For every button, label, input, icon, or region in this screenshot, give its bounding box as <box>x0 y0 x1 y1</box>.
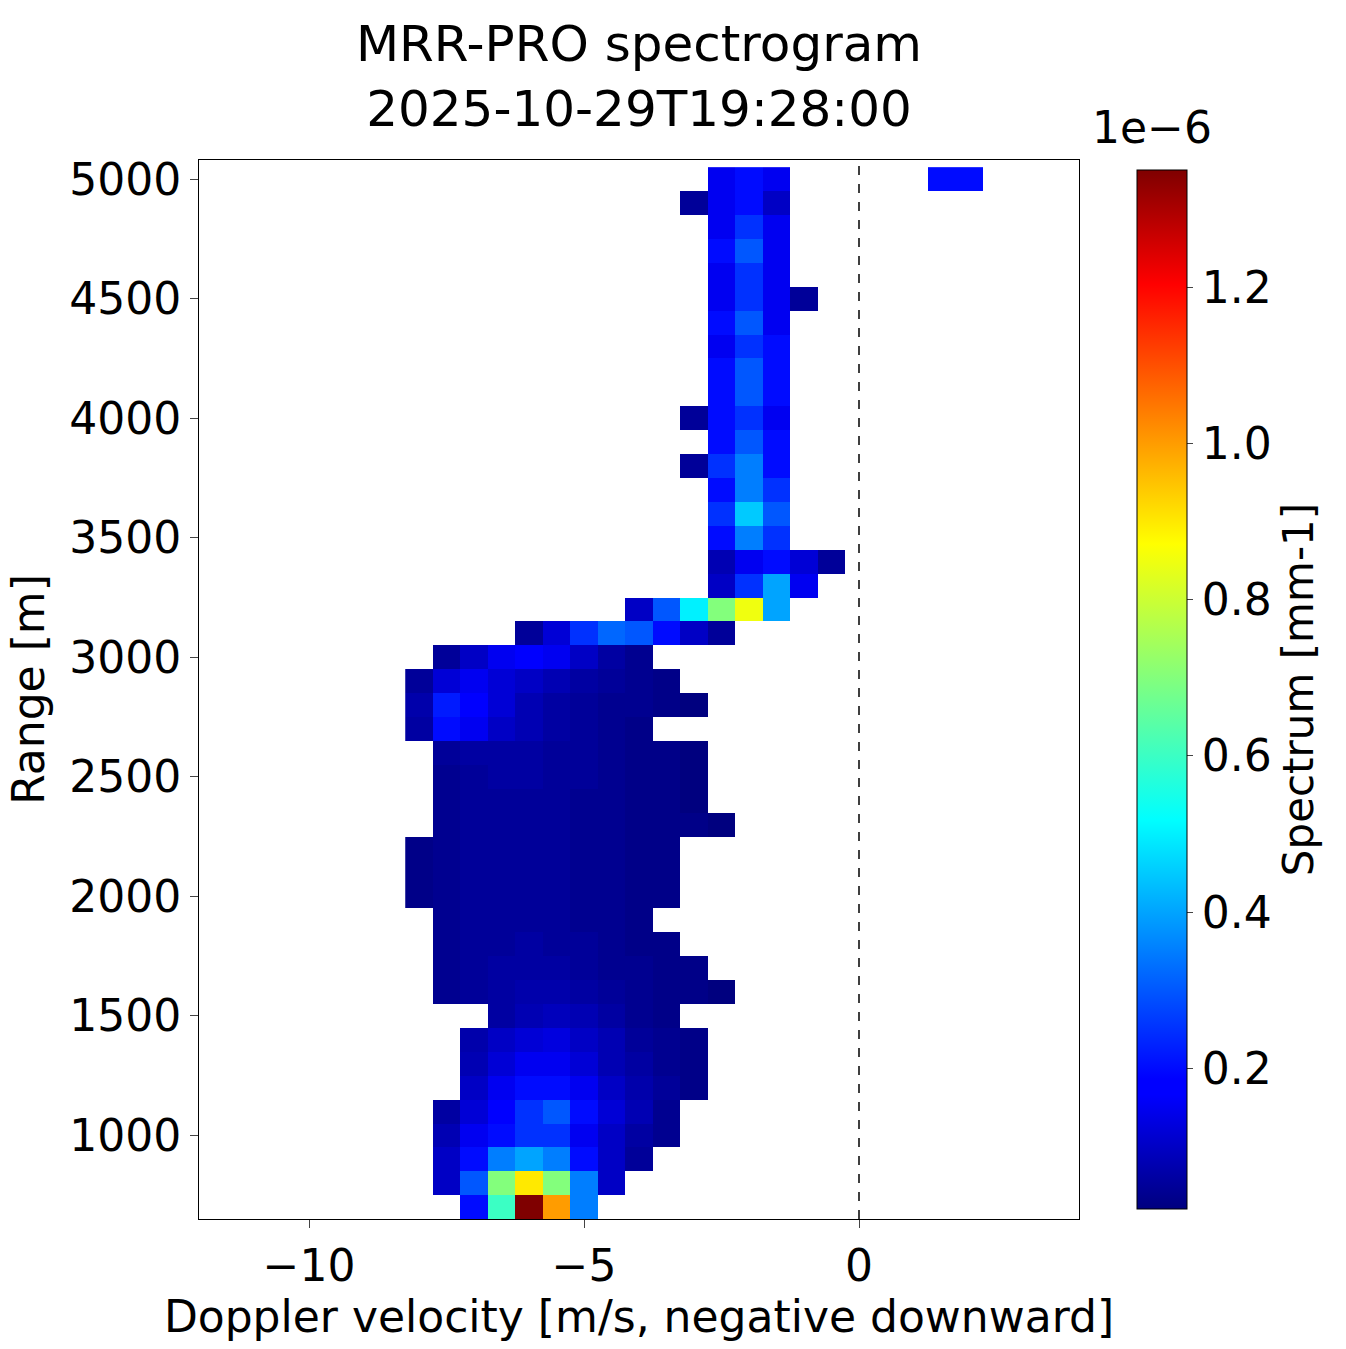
svg-text:Doppler velocity [m/s, negativ: Doppler velocity [m/s, negative downward… <box>164 1291 1114 1342</box>
svg-text:Range [m]: Range [m] <box>3 574 54 805</box>
svg-text:2000: 2000 <box>69 871 181 922</box>
svg-text:1.2: 1.2 <box>1202 262 1272 313</box>
svg-text:5000: 5000 <box>69 154 181 205</box>
svg-text:0.4: 0.4 <box>1202 887 1272 938</box>
svg-text:0: 0 <box>845 1240 873 1291</box>
svg-text:3500: 3500 <box>69 512 181 563</box>
svg-text:MRR-PRO spectrogram2025-10-29T: MRR-PRO spectrogram2025-10-29T19:28:00 <box>356 15 922 138</box>
svg-text:1500: 1500 <box>69 990 181 1041</box>
svg-text:−5: −5 <box>552 1240 617 1291</box>
svg-text:0.6: 0.6 <box>1202 730 1272 781</box>
svg-text:3000: 3000 <box>69 632 181 683</box>
svg-text:−10: −10 <box>263 1240 356 1291</box>
svg-text:Spectrum [mm-1]: Spectrum [mm-1] <box>1274 503 1323 876</box>
svg-text:4000: 4000 <box>69 393 181 444</box>
svg-text:1e−6: 1e−6 <box>1092 102 1212 153</box>
svg-text:0.8: 0.8 <box>1202 574 1272 625</box>
svg-text:1.0: 1.0 <box>1202 418 1272 469</box>
svg-text:1000: 1000 <box>69 1110 181 1161</box>
svg-text:2500: 2500 <box>69 751 181 802</box>
svg-text:0.2: 0.2 <box>1202 1043 1272 1094</box>
svg-text:4500: 4500 <box>69 273 181 324</box>
